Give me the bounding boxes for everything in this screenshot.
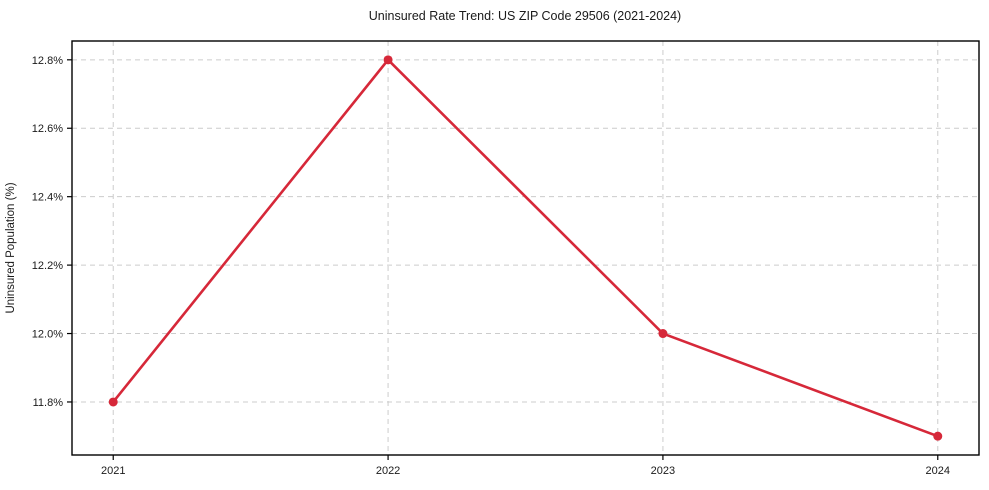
data-point	[108, 397, 118, 407]
y-tick-label: 12.0%	[32, 329, 63, 341]
data-point	[933, 431, 943, 441]
y-tick-label: 11.8%	[33, 397, 64, 409]
y-tick-label: 12.6%	[32, 123, 63, 135]
x-tick-label: 2023	[651, 465, 675, 477]
chart-title: Uninsured Rate Trend: US ZIP Code 29506 …	[369, 9, 681, 23]
y-tick-label: 12.8%	[32, 55, 63, 67]
plot-area: 11.8% 12.0% 12.2% 12.4% 12.6% 12.8% 2021 2022 20…	[32, 40, 980, 477]
trend-line	[111, 58, 940, 438]
x-tick-label: 2024	[926, 465, 950, 477]
y-axis-label: Uninsured Population (%)	[5, 182, 17, 313]
plot-border	[71, 40, 980, 456]
x-tick-label: 2022	[376, 465, 400, 477]
data-point	[658, 329, 668, 339]
x-tick-label: 2021	[101, 465, 125, 477]
y-tick-label: 12.2%	[32, 260, 63, 272]
y-tick-label: 12.4%	[32, 192, 63, 204]
data-point	[383, 55, 393, 65]
